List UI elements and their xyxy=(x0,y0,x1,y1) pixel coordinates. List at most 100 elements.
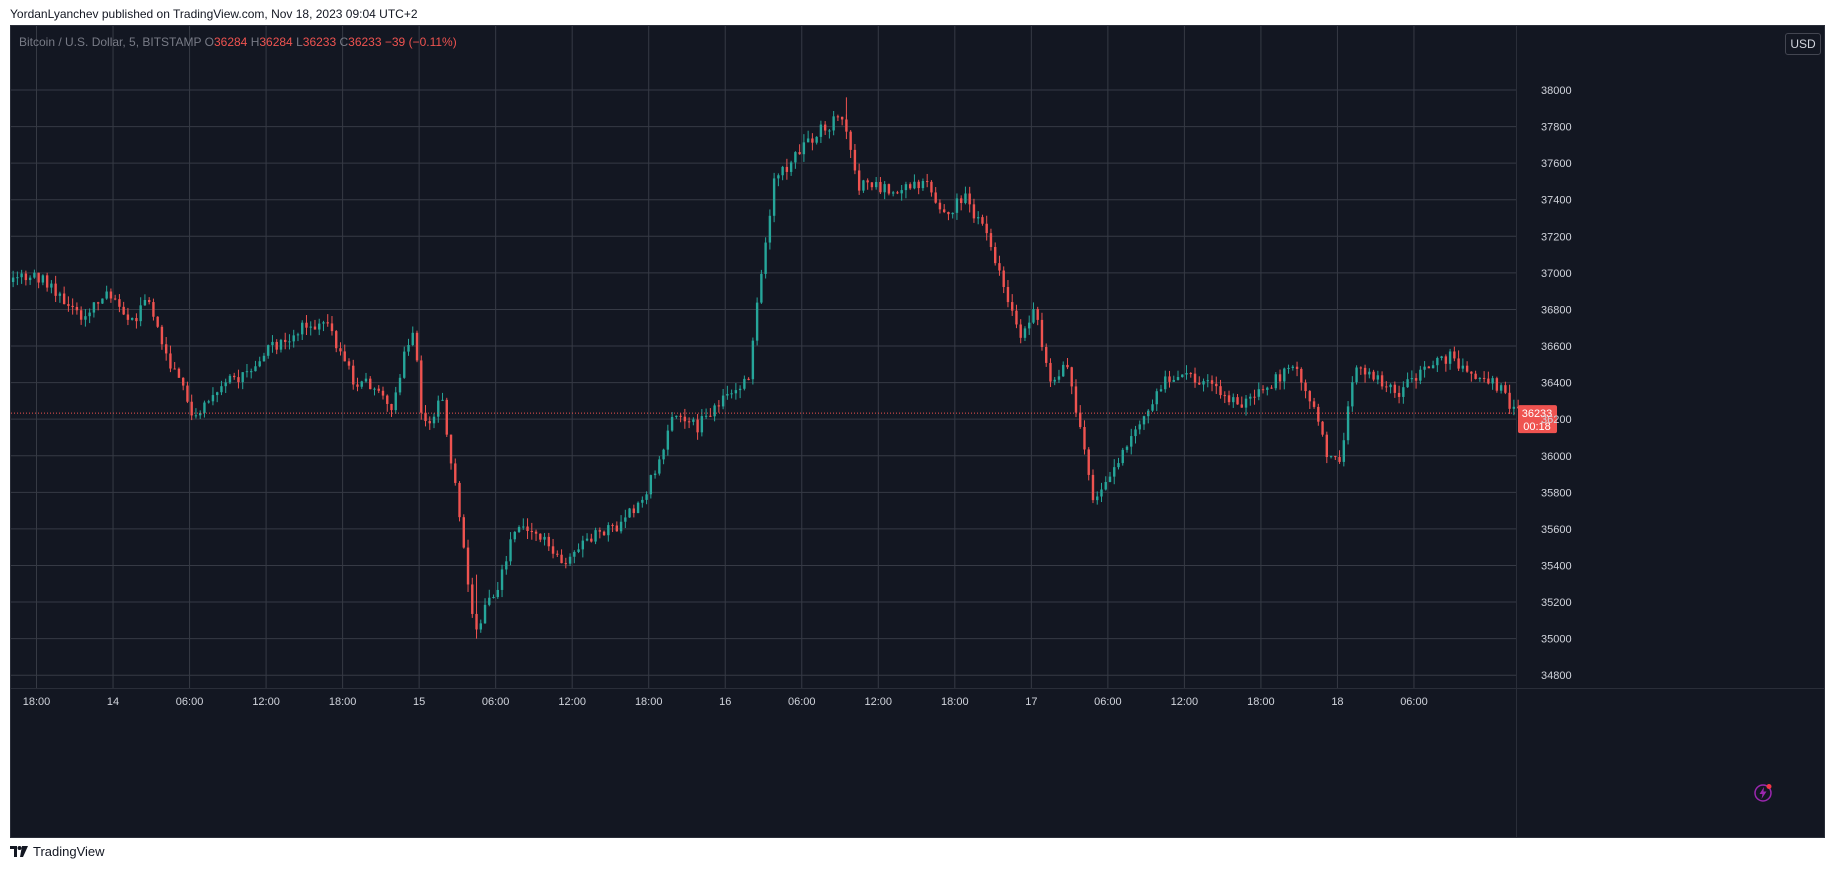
candle-body xyxy=(1363,367,1367,375)
candle-body xyxy=(1138,424,1141,430)
candle-body xyxy=(1253,396,1256,398)
candle-body xyxy=(1482,377,1486,379)
candle-body xyxy=(1440,356,1443,358)
candle-body xyxy=(1406,379,1409,388)
low-value: 36233 xyxy=(302,35,337,49)
candle-body xyxy=(135,318,138,322)
candle-body xyxy=(1512,406,1516,409)
tradingview-logo[interactable]: TradingView xyxy=(10,844,105,859)
candle-body xyxy=(658,459,661,474)
candle-body xyxy=(449,434,453,464)
candle-body xyxy=(1091,474,1095,501)
candle-body xyxy=(207,401,210,403)
candle-body xyxy=(11,277,15,283)
candle-body xyxy=(509,539,512,562)
candle-body xyxy=(1495,378,1499,391)
candle-body xyxy=(130,318,134,320)
lightning-bolt-icon[interactable] xyxy=(1753,783,1773,803)
candle-body xyxy=(832,116,835,131)
candle-body xyxy=(1206,380,1209,382)
last-price-badge xyxy=(1518,405,1557,434)
candle-body xyxy=(1359,367,1363,369)
candle-body xyxy=(500,569,504,590)
candle-body xyxy=(534,531,538,534)
chart-pane[interactable]: 36233 00:18 34800 35000 35200 35400 35600 3580… xyxy=(10,25,1825,838)
candle-body xyxy=(951,212,954,215)
open-label: O xyxy=(204,35,214,49)
close-label: C xyxy=(339,35,349,49)
candle-body xyxy=(755,302,759,341)
candle-body xyxy=(751,340,755,380)
candle-body xyxy=(1338,457,1341,462)
candle-body xyxy=(1210,380,1214,384)
candle-body xyxy=(105,291,108,299)
candle-body xyxy=(517,527,521,532)
candle-body xyxy=(811,138,814,143)
candle-body xyxy=(352,365,355,385)
x-tick-label: 18:00 xyxy=(329,696,357,708)
candle-body xyxy=(653,473,657,476)
candle-body xyxy=(964,193,967,204)
candle-body xyxy=(326,322,329,324)
candle-body xyxy=(1351,382,1354,407)
candle-body xyxy=(670,416,674,431)
candle-body xyxy=(764,242,767,274)
candle-body xyxy=(292,335,295,342)
candle-body xyxy=(1270,387,1273,389)
candle-body xyxy=(1236,397,1239,405)
candle-body xyxy=(760,273,763,303)
candle-body xyxy=(619,521,623,532)
candle-body xyxy=(938,202,942,210)
candle-body xyxy=(330,323,334,332)
candle-body xyxy=(700,416,704,433)
currency-button[interactable]: USD xyxy=(1785,33,1821,55)
y-tick-label: 35000 xyxy=(1541,634,1572,646)
candle-body xyxy=(857,170,861,191)
candle-body xyxy=(258,361,261,367)
candle-body xyxy=(828,130,831,132)
candle-body xyxy=(662,449,665,460)
candle-body xyxy=(930,181,933,193)
candle-body xyxy=(862,180,865,191)
candle-body xyxy=(1499,385,1503,391)
candle-body xyxy=(560,554,563,564)
candle-body xyxy=(181,377,185,386)
candle-body xyxy=(887,184,891,194)
candle-body xyxy=(92,302,96,313)
candle-body xyxy=(113,298,117,300)
candle-body xyxy=(1066,364,1069,368)
y-tick-label: 35800 xyxy=(1541,487,1572,499)
candle-body xyxy=(1368,371,1371,375)
candle-body xyxy=(683,416,687,422)
candle-body xyxy=(921,181,925,189)
candle-body xyxy=(369,378,372,390)
candle-body xyxy=(925,181,929,183)
candle-body xyxy=(339,348,342,352)
candle-body xyxy=(322,322,325,324)
candle-body xyxy=(934,192,937,203)
candle-body xyxy=(564,563,568,565)
candle-body xyxy=(1487,378,1490,384)
candle-body xyxy=(721,395,725,407)
candles xyxy=(11,97,1520,639)
candle-body xyxy=(530,531,533,533)
candle-body xyxy=(874,181,878,188)
x-tick-label: 18 xyxy=(1331,696,1343,708)
candle-body xyxy=(645,494,648,500)
candle-body xyxy=(1087,449,1090,475)
candle-body xyxy=(1019,324,1022,338)
candle-body xyxy=(424,412,427,422)
candle-body xyxy=(794,152,797,163)
candle-body xyxy=(147,300,151,303)
candle-body xyxy=(556,553,559,555)
candle-body xyxy=(1011,302,1014,311)
candle-body xyxy=(75,306,79,311)
x-tick-label: 06:00 xyxy=(788,696,816,708)
candle-body xyxy=(1215,383,1218,387)
candle-body xyxy=(908,184,912,189)
candle-body xyxy=(577,549,580,552)
candle-body xyxy=(772,178,776,216)
candle-body xyxy=(598,530,602,532)
candle-body xyxy=(164,344,168,354)
